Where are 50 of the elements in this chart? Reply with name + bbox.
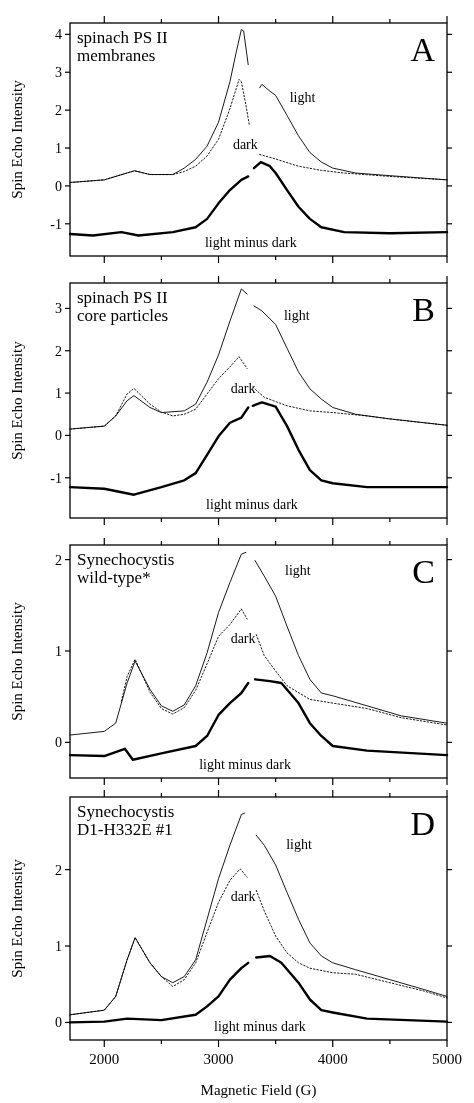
y-tick-label: 0	[55, 428, 62, 444]
series-label: light minus dark	[199, 757, 291, 772]
annotation: D	[410, 805, 435, 842]
annotation: B	[412, 291, 435, 328]
series-label: light	[289, 89, 316, 105]
y-tick-label: 2	[55, 103, 62, 119]
y-tick-label: 0	[55, 735, 62, 751]
x-tick-label: 5000	[432, 1051, 462, 1067]
x-tick-label: 3000	[203, 1051, 234, 1067]
series-label: light	[283, 307, 310, 323]
x-tick-label: 2000	[89, 1051, 120, 1067]
y-axis-title: Spin Echo Intensity	[9, 340, 25, 460]
y-axis-title: Spin Echo Intensity	[9, 858, 25, 978]
y-tick-label: 3	[55, 65, 62, 81]
annotation: C	[412, 553, 435, 590]
series-label: light	[285, 562, 311, 578]
series-label: dark	[230, 631, 256, 647]
y-axis-title: Spin Echo Intensity	[9, 79, 25, 199]
annotation: wild-type*	[77, 568, 151, 587]
y-tick-label: 1	[55, 141, 62, 157]
series-label: light minus dark	[204, 235, 297, 250]
annotation: membranes	[77, 46, 156, 65]
series-label: dark	[230, 889, 256, 905]
y-axis-title: Spin Echo Intensity	[9, 601, 25, 721]
annotation: D1-H332E #1	[77, 820, 173, 839]
y-tick-label: 4	[55, 27, 62, 43]
annotation: Synechocystis	[77, 802, 175, 821]
y-tick-label: -1	[50, 470, 62, 486]
series-label: light	[286, 837, 312, 853]
annotation: spinach PS II	[77, 288, 168, 307]
y-tick-label: -1	[50, 216, 62, 232]
annotation: spinach PS II	[77, 28, 168, 47]
y-tick-label: 1	[55, 386, 62, 402]
y-tick-label: 2	[55, 343, 62, 359]
x-tick-label: 4000	[317, 1051, 348, 1067]
y-tick-label: 1	[55, 939, 62, 955]
annotation: Synechocystis	[77, 550, 175, 569]
series-label: dark	[232, 137, 258, 153]
y-tick-label: 0	[55, 178, 62, 194]
y-tick-label: 2	[55, 552, 62, 568]
x-axis-title: Magnetic Field (G)	[200, 1082, 317, 1099]
y-tick-label: 0	[55, 1015, 62, 1031]
annotation: A	[410, 31, 436, 68]
series-label: light minus dark	[206, 497, 298, 512]
y-tick-label: 1	[55, 643, 62, 659]
series-label: dark	[230, 380, 256, 396]
y-tick-label: 2	[55, 862, 62, 878]
y-tick-label: 3	[55, 301, 62, 317]
series-label: light minus dark	[214, 1019, 306, 1034]
annotation: core particles	[77, 306, 169, 325]
